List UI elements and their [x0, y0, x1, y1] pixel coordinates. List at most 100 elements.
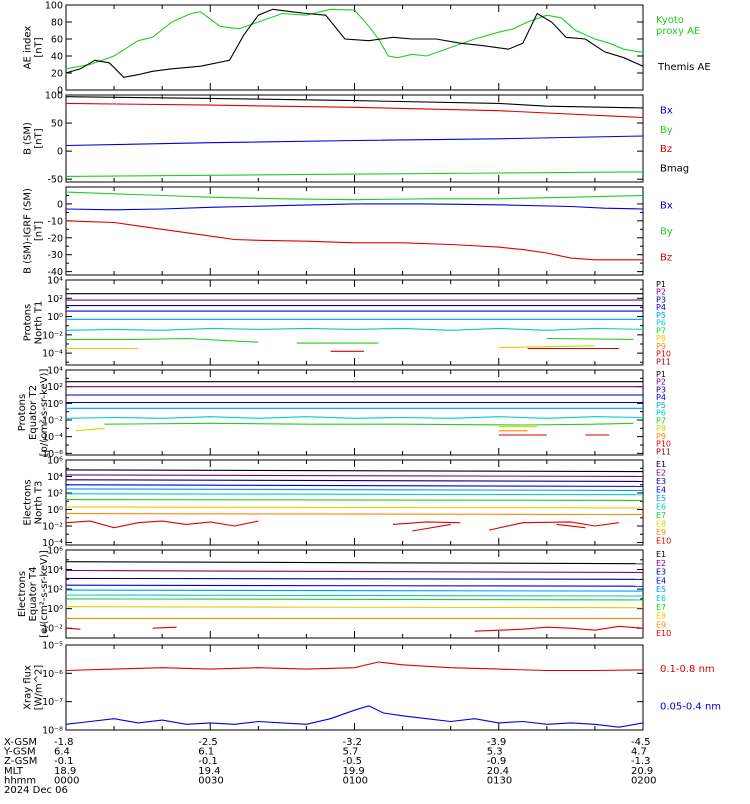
y-tick-label: -10: [47, 216, 63, 227]
series-line-p7: [66, 337, 259, 343]
ephemeris-value: -1.8: [54, 737, 74, 748]
y-axis-label-line: [nT]: [34, 128, 45, 148]
ephemeris-table: X-GSM -1.8 -2.5 -3.2 -3.9 -4.5 Y-GSM 6.4 6.1 5.7 5…: [3, 737, 656, 796]
ephemeris-row-label: Y-GSM: [3, 747, 36, 758]
y-tick-label: 10⁴: [47, 276, 63, 287]
legend-bmag: Bmag: [660, 163, 689, 174]
ephemeris-value: -0.1: [198, 756, 218, 767]
y-axis-label-line: B (SM): [23, 122, 34, 155]
y-tick-label: 10²: [47, 489, 63, 500]
y-axis-label: B (SM)[nT]: [23, 122, 45, 155]
legend-e2: E2: [656, 559, 666, 568]
y-tick-label: 10⁻⁸: [42, 726, 63, 737]
series-line-e7: [66, 499, 643, 501]
legend-e4: E4: [656, 486, 666, 495]
legend-p3: P3: [656, 295, 666, 304]
series-line-e10: [392, 521, 461, 525]
y-tick-label: 0: [57, 147, 63, 158]
y-axis-label: ProtonsNorth T1: [23, 301, 45, 345]
series-line-bz: [66, 102, 643, 119]
legend-p10: P10: [656, 440, 671, 449]
y-tick-label: -30: [47, 250, 63, 261]
legend-p1: P1: [656, 280, 666, 289]
series-line-p8: [75, 427, 105, 432]
ephemeris-value: 5.3: [487, 747, 503, 758]
ephemeris-row-label: X-GSM: [4, 737, 37, 748]
ephemeris-value: 19.4: [198, 766, 220, 777]
legend-e8: E8: [656, 612, 666, 621]
series-line-e6: [66, 493, 643, 496]
legend-e8: E8: [656, 520, 666, 529]
legend-e1: E1: [656, 550, 666, 559]
ephemeris-value: -3.9: [487, 737, 507, 748]
series-line-e8: [66, 606, 643, 609]
series-line-0-1-0-8-nm: [66, 661, 643, 672]
legend-themis-ae: Themis AE: [657, 62, 711, 73]
ephemeris-value: -0.9: [487, 756, 507, 767]
legend-p6: P6: [656, 409, 666, 418]
y-axis-label-line: Electrons: [23, 479, 34, 525]
y-tick-label: 10⁶: [47, 456, 63, 467]
y-axis-label: B (SM)-IGRF (SM)[nT]: [23, 188, 45, 274]
y-tick-label: 10⁴: [47, 565, 63, 576]
y-axis-label-line: AE index: [23, 26, 34, 70]
ephemeris-value: -3.2: [343, 737, 363, 748]
y-axis-label-line: Protons: [17, 394, 28, 431]
legend-line: Kyoto: [656, 15, 684, 26]
series-line-p6: [66, 327, 643, 331]
panel-frame: [65, 94, 644, 183]
panel-bsm: -50 0 50 100 B (SM)[nT] Bx By Bz Bmag: [23, 91, 690, 186]
y-axis-label-line: North T3: [34, 481, 45, 525]
y-axis-label: ProtonsEquator T2[p/(cm²-s-sr-keV)]: [17, 369, 50, 457]
legend-line: proxy AE: [656, 26, 700, 37]
y-axis-label-line: [nT]: [34, 221, 45, 241]
y-tick-label: 10²: [47, 382, 63, 393]
series-line-by: [66, 171, 643, 177]
y-tick-label: 10⁻²: [42, 416, 63, 427]
ephemeris-date: 2024 Dec 06: [4, 785, 68, 796]
y-tick-label: -40: [47, 267, 63, 278]
legend-p4: P4: [656, 393, 666, 402]
legend-e10: E10: [656, 629, 671, 638]
y-tick-label: 50: [51, 119, 63, 130]
ephemeris-value: 0030: [198, 775, 223, 786]
series-line-e10: [66, 520, 259, 529]
y-tick-label: 10⁻⁴: [42, 538, 63, 549]
legend-p11: P11: [656, 357, 671, 366]
y-axis-label: AE index[nT]: [23, 26, 45, 70]
y-tick-label: 10⁻⁴: [42, 349, 63, 360]
series-line-e7: [66, 598, 643, 601]
series-line-e10: [412, 523, 451, 532]
series-line-e10: [488, 521, 620, 531]
y-axis-label: Xray flux[W/m^2]: [23, 665, 45, 711]
legend-e3: E3: [656, 477, 666, 486]
panel-frame: [65, 279, 644, 366]
y-tick-label: 80: [51, 18, 63, 29]
ephemeris-value: 20.4: [487, 766, 509, 777]
series-line-e9: [66, 513, 643, 516]
y-tick-label: 10⁻²: [42, 624, 63, 635]
series-line-e1: [66, 469, 643, 473]
y-axis-label: ElectronsEquator T4[e/(cm²-s-sr-keV)]: [17, 550, 50, 638]
y-tick-label: 10⁻²: [42, 330, 63, 341]
legend-kyoto-proxy-ae: Kyoto proxy AE: [656, 15, 700, 37]
series-line-e2: [66, 474, 643, 478]
legend-bz: Bz: [660, 253, 672, 264]
legend-e9: E9: [656, 528, 666, 537]
legend-p11: P11: [656, 447, 671, 456]
y-tick-label: 10⁻⁶: [42, 449, 63, 460]
legend-p8: P8: [656, 334, 666, 343]
legend-e4: E4: [656, 576, 666, 585]
y-axis-label: ElectronsNorth T3: [23, 479, 45, 525]
y-axis-label-line: Equator T4: [28, 567, 39, 622]
y-axis-label-line: Xray flux: [23, 665, 34, 710]
legend-e7: E7: [656, 511, 666, 520]
ephemeris-value: 6.1: [198, 747, 214, 758]
series-line-e8: [66, 506, 643, 509]
y-tick-label: 10⁰: [47, 312, 63, 323]
legend-p5: P5: [656, 401, 666, 410]
legend-p2: P2: [656, 378, 666, 387]
